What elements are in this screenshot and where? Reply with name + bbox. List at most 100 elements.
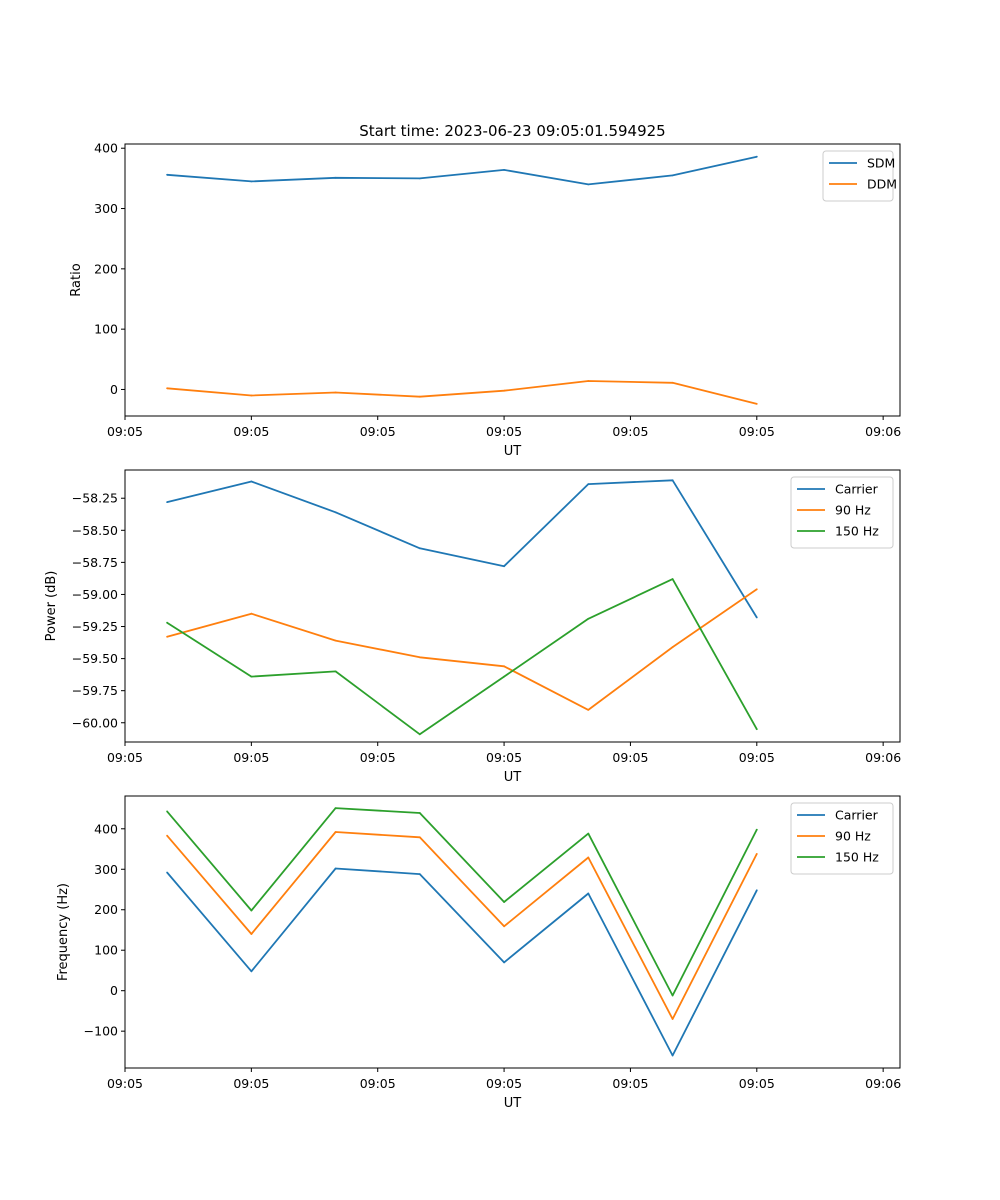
x-tick-label: 09:06	[865, 750, 901, 765]
series-line-2	[166, 588, 758, 711]
legend-label: DDM	[867, 177, 897, 192]
data-point	[334, 831, 337, 833]
data-point	[166, 635, 169, 638]
data-point	[418, 733, 421, 736]
data-point	[503, 901, 505, 903]
series-line-3	[166, 807, 758, 997]
x-tick-label: 09:05	[739, 750, 775, 765]
data-point	[418, 547, 421, 550]
data-point	[250, 612, 253, 615]
data-point	[755, 853, 758, 855]
y-tick-label: −58.75	[72, 555, 118, 570]
chart-1: 09:05 09:05 09:05 09:05 09:05 09:05 09:06 0 100 2…	[69, 141, 901, 459]
data-point	[334, 670, 337, 673]
data-point	[755, 728, 758, 731]
legend-label: 90 Hz	[835, 829, 871, 844]
data-point	[503, 961, 505, 964]
x-axis-label: UT	[504, 1096, 522, 1111]
legend-label: 150 Hz	[835, 850, 879, 865]
data-point	[755, 155, 758, 158]
data-point	[250, 909, 253, 912]
data-point	[503, 675, 505, 678]
data-point	[503, 925, 505, 928]
x-tick-label: 09:05	[612, 750, 648, 765]
x-tick-label: 09:05	[486, 424, 522, 439]
y-tick-label: −58.25	[72, 491, 118, 506]
y-tick-label: −59.00	[72, 587, 118, 602]
data-point	[755, 828, 758, 831]
data-point	[587, 183, 590, 186]
data-point	[587, 709, 590, 711]
data-point	[587, 832, 590, 835]
plot-frame	[124, 795, 901, 1069]
x-tick-label: 09:05	[233, 424, 269, 439]
y-tick-label: 300	[94, 201, 118, 216]
data-point	[418, 395, 421, 398]
x-tick-label: 09:06	[865, 424, 901, 439]
data-point	[166, 501, 169, 503]
data-point	[166, 387, 169, 390]
y-tick-label: −59.25	[72, 619, 118, 634]
data-point	[755, 889, 758, 892]
data-point	[587, 617, 590, 620]
data-point	[671, 479, 674, 482]
data-point	[671, 381, 674, 384]
data-point	[334, 391, 337, 394]
y-tick-label: −59.75	[72, 683, 118, 698]
data-point	[671, 578, 674, 580]
data-point	[250, 394, 253, 397]
legend-label: 150 Hz	[835, 524, 879, 539]
figure-title: Start time: 2023-06-23 09:05:01.594925	[359, 122, 665, 140]
data-point	[166, 834, 169, 837]
x-tick-label: 09:05	[360, 1076, 396, 1091]
data-point	[334, 639, 337, 642]
legend-label: Carrier	[835, 808, 879, 823]
x-tick-label: 09:05	[612, 424, 648, 439]
data-point	[334, 807, 337, 809]
data-point	[166, 173, 169, 176]
data-point	[334, 867, 337, 870]
series-line-2	[167, 380, 758, 405]
legend-label: Carrier	[835, 482, 879, 497]
y-tick-label: 200	[94, 902, 118, 917]
data-point	[250, 970, 253, 973]
y-tick-label: 400	[94, 141, 118, 156]
data-point	[671, 994, 674, 997]
series-line-1	[166, 867, 758, 1057]
data-point	[166, 810, 169, 813]
data-point	[418, 836, 421, 839]
data-point	[418, 812, 421, 814]
x-tick-label: 09:05	[739, 424, 775, 439]
data-point	[250, 933, 253, 935]
y-tick-label: 100	[94, 322, 118, 337]
y-tick-label: 400	[94, 821, 118, 836]
y-tick-label: −58.50	[72, 523, 118, 538]
data-point	[587, 892, 590, 895]
y-tick-label: 0	[110, 983, 118, 998]
data-point	[671, 1054, 674, 1057]
data-point	[755, 616, 758, 619]
data-point	[671, 174, 674, 177]
x-tick-label: 09:05	[107, 1076, 143, 1091]
data-point	[587, 483, 590, 485]
legend: Carrier 90 Hz 150 Hz	[790, 802, 894, 875]
x-tick-label: 09:05	[107, 424, 143, 439]
data-point	[334, 511, 337, 514]
y-tick-label: 0	[110, 382, 118, 397]
legend: Carrier 90 Hz 150 Hz	[790, 476, 894, 549]
y-tick-label: 100	[94, 943, 118, 958]
x-axis-label: UT	[504, 444, 522, 459]
data-point	[250, 180, 253, 183]
data-point	[671, 646, 674, 648]
y-tick-label: 200	[94, 261, 118, 276]
series-line-1	[166, 479, 758, 618]
series-line-2	[166, 831, 758, 1020]
x-axis-label: UT	[504, 770, 522, 785]
data-point	[587, 856, 590, 859]
data-point	[503, 389, 505, 392]
x-tick-label: 09:05	[233, 1076, 269, 1091]
y-tick-label: 300	[94, 862, 118, 877]
x-tick-label: 09:05	[486, 1076, 522, 1091]
plot-frame	[124, 143, 901, 417]
